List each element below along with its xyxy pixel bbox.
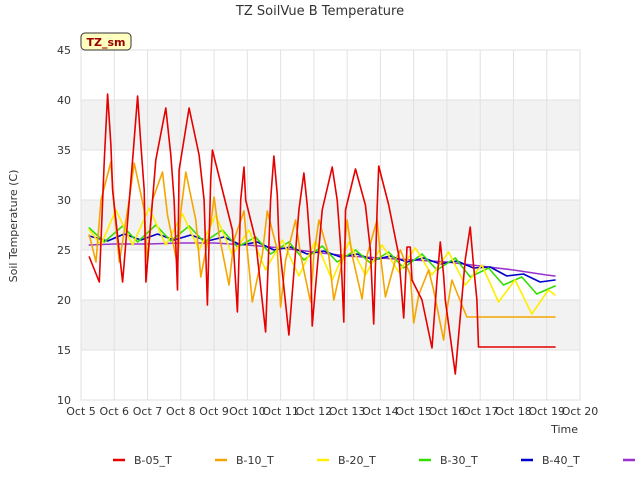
series-lines	[88, 93, 556, 375]
legend-label: B-05_T	[134, 454, 172, 467]
legend-label: B-10_T	[236, 454, 274, 467]
plot-band	[81, 350, 580, 400]
legend-item: B-40_T	[521, 454, 580, 467]
series-line-b-05-t	[88, 93, 556, 375]
x-tick-label: Oct 18	[495, 405, 532, 418]
series-line-b-30-t	[88, 224, 556, 295]
y-axis-label: Soil Temperature (C)	[7, 170, 20, 283]
series-line-b-20-t	[88, 207, 556, 315]
x-tick-label: Oct 5	[66, 405, 96, 418]
plot-band	[81, 300, 580, 350]
y-tick-label: 15	[57, 344, 71, 357]
site-badge: TZ_sm	[80, 32, 132, 51]
legend-item: B-20_T	[317, 454, 376, 467]
chart-title: TZ SoilVue B Temperature	[235, 4, 404, 19]
x-tick-label: Oct 13	[329, 405, 366, 418]
x-tick-label: Oct 11	[262, 405, 299, 418]
x-tick-label: Oct 10	[229, 405, 266, 418]
plot-band	[81, 100, 580, 150]
x-tick-label: Oct 12	[296, 405, 333, 418]
y-axis-ticks: 10 15 20 25 30 35 40 45	[57, 44, 71, 407]
legend-item: B-10_T	[215, 454, 274, 467]
legend-label: B-40_T	[542, 454, 580, 467]
x-tick-label: Oct 8	[166, 405, 196, 418]
y-tick-label: 45	[57, 44, 71, 57]
x-axis-label: Time	[550, 423, 578, 436]
site-badge-label: TZ_sm	[87, 36, 126, 49]
x-tick-label: Oct 6	[100, 405, 130, 418]
x-tick-label: Oct 20	[562, 405, 599, 418]
site-badge-box	[80, 32, 132, 51]
legend-label: B-20_T	[338, 454, 376, 467]
x-tick-label: Oct 19	[528, 405, 565, 418]
x-tick-label: Oct 9	[199, 405, 229, 418]
plot-band	[81, 50, 580, 100]
x-tick-label: Oct 17	[462, 405, 499, 418]
y-tick-label: 10	[57, 394, 71, 407]
legend-item: B-05_T	[113, 454, 172, 467]
x-tick-label: Oct 15	[395, 405, 432, 418]
x-tick-label: Oct 7	[133, 405, 163, 418]
y-tick-label: 30	[57, 194, 71, 207]
legend-item: B-30_T	[419, 454, 478, 467]
legend-item: B-50_T	[623, 458, 635, 462]
y-tick-label: 25	[57, 244, 71, 257]
plot-bands	[81, 50, 580, 400]
y-tick-label: 35	[57, 144, 71, 157]
y-tick-label: 20	[57, 294, 71, 307]
grid-lines	[80, 49, 581, 401]
x-tick-label: Oct 14	[362, 405, 399, 418]
series-line-b-10-t	[88, 161, 556, 341]
x-tick-label: Oct 16	[429, 405, 466, 418]
legend: B-05_T B-10_T B-20_T B-30_T B-40_T B-50_T	[113, 454, 635, 467]
legend-label: B-30_T	[440, 454, 478, 467]
y-tick-label: 40	[57, 94, 71, 107]
